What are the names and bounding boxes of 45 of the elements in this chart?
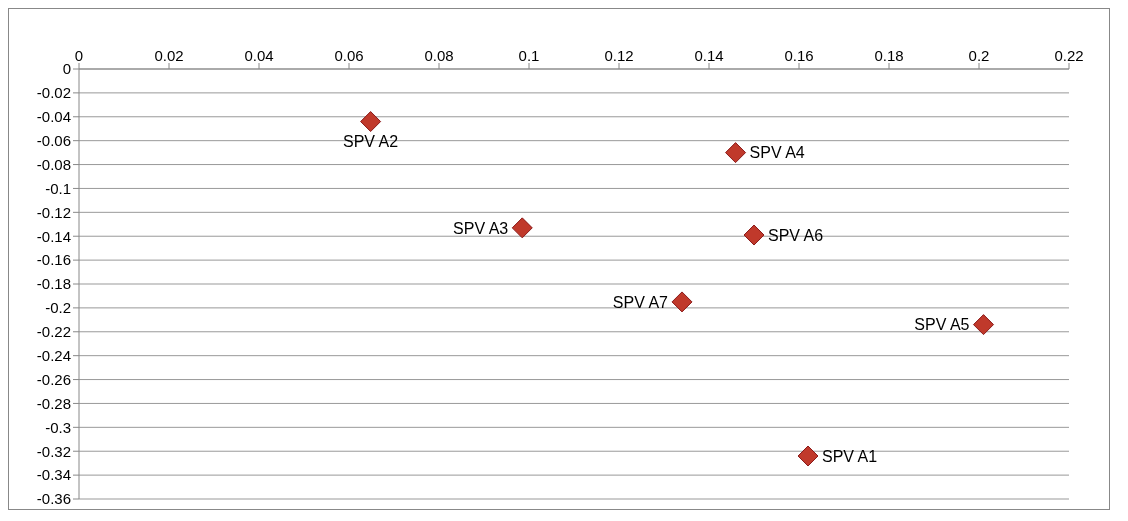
- y-tick-label: -0.24: [36, 346, 71, 364]
- x-tick-label: 0: [74, 47, 84, 64]
- x-tick-label: 0.22: [1054, 47, 1084, 64]
- annotation: SPV A6: [768, 226, 824, 244]
- annotation: SPV A1: [822, 447, 878, 465]
- x-tick-label: 0.1: [518, 47, 540, 64]
- y-tick-label: -0.16: [36, 251, 71, 269]
- y-tick-label: -0.36: [36, 490, 71, 508]
- x-tick-label: 0.2: [968, 47, 990, 64]
- point: [725, 142, 747, 164]
- point: [797, 445, 819, 467]
- x-tick-label: 0.08: [424, 47, 454, 64]
- point: [743, 224, 765, 246]
- y-tick-label: -0.06: [36, 131, 71, 149]
- point: [360, 111, 382, 133]
- annotation: SPV A4: [749, 144, 805, 162]
- x-tick-label: 0.06: [334, 47, 364, 64]
- y-tick-label: -0.3: [45, 418, 71, 436]
- x-tick-label: 0.18: [874, 47, 904, 64]
- annotation: SPV A3: [453, 219, 509, 237]
- point: [973, 314, 994, 336]
- y-tick-label: -0.08: [36, 155, 71, 173]
- annotation: SPV A5: [914, 316, 970, 334]
- point: [671, 291, 693, 313]
- annotation: SPV A7: [612, 293, 669, 311]
- y-tick-label: 0: [62, 60, 71, 78]
- annotation: SPV A2: [343, 132, 399, 150]
- y-tick-label: -0.34: [36, 466, 71, 484]
- y-tick-label: -0.28: [36, 394, 71, 412]
- point: [511, 217, 533, 239]
- x-tick-label: 0.12: [604, 47, 634, 64]
- y-tick-label: -0.12: [36, 203, 71, 221]
- x-tick-label: 0.16: [784, 47, 814, 64]
- y-tick-label: -0.18: [36, 275, 71, 293]
- x-tick-label: 0.14: [694, 47, 724, 64]
- y-tick-label: -0.02: [36, 84, 71, 102]
- x-tick-label: 0.04: [244, 47, 274, 64]
- y-tick-label: -0.22: [36, 323, 71, 341]
- y-tick-label: -0.26: [36, 370, 71, 388]
- y-tick-label: -0.1: [45, 179, 71, 197]
- y-tick-label: -0.14: [36, 227, 71, 245]
- x-tick-label: 0.02: [154, 47, 184, 64]
- y-tick-label: -0.2: [45, 299, 71, 317]
- y-tick-label: -0.32: [36, 442, 71, 460]
- y-tick-label: -0.04: [36, 108, 71, 126]
